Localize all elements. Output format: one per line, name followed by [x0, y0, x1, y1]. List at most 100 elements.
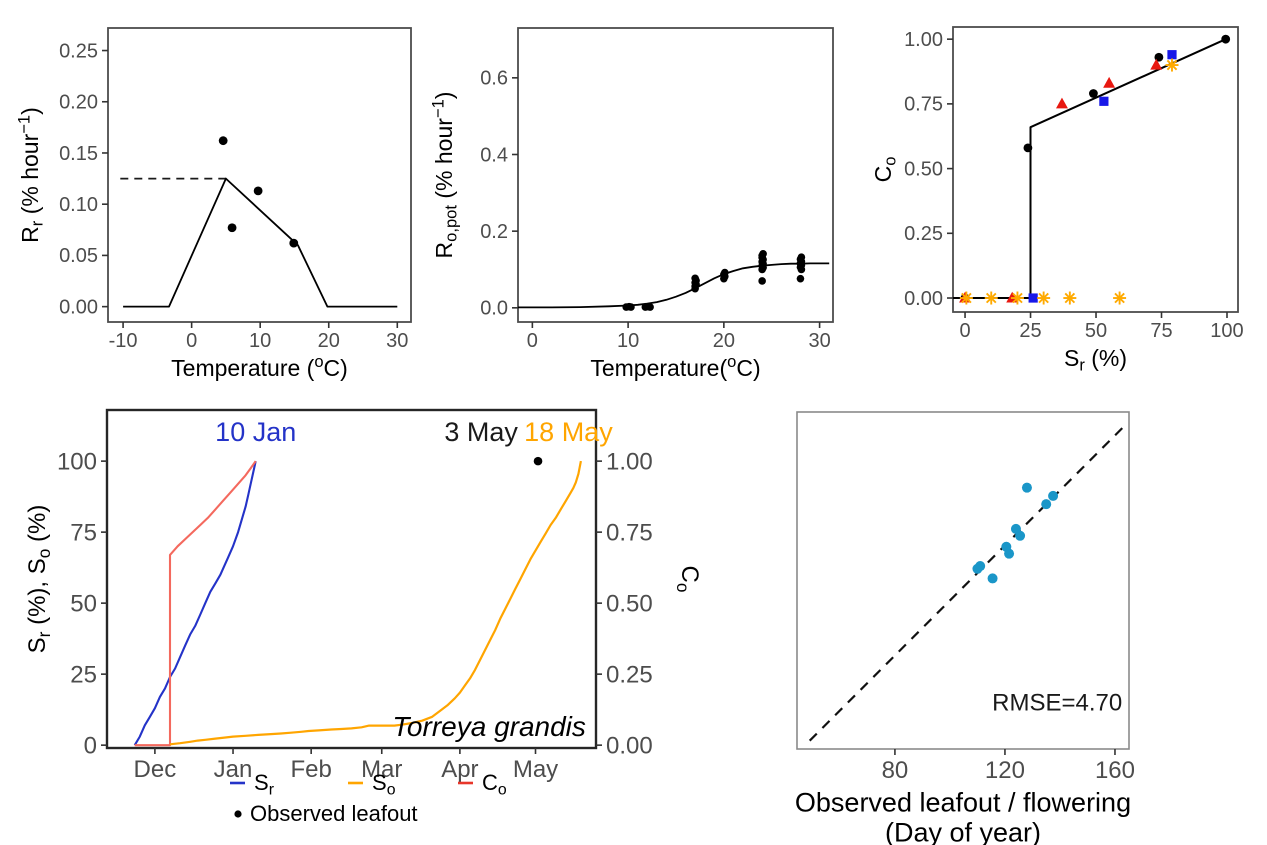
legend-item-sr-label: Sr: [254, 770, 275, 798]
x-tick-label: 0: [959, 320, 970, 342]
co-orange-asterisks: [1064, 292, 1076, 304]
ro-observed-points: [627, 303, 635, 311]
co-orange-asterisks: [1012, 292, 1023, 304]
y-tick-label: 0.25: [904, 223, 943, 245]
annotation-18-may: 18 May: [524, 417, 613, 447]
co-step-line: [953, 38, 1227, 299]
x-tick-label: 25: [1019, 320, 1041, 342]
plot-border: [517, 27, 834, 323]
model-points: [1021, 482, 1032, 493]
co-orange-asterisks: [1114, 292, 1125, 304]
y-tick-label: 75: [70, 519, 97, 546]
y-axis-title: Sr (%), So (%): [24, 505, 54, 654]
x-tick-label: 0: [186, 330, 197, 352]
y-tick-label: 0.00: [59, 296, 98, 318]
x-axis-title: Temperature (oC): [171, 352, 348, 381]
model-points: [972, 563, 983, 574]
rr-response-curve: [123, 177, 398, 308]
x-tick-label: 10: [617, 330, 639, 352]
y-tick-label: 0.6: [480, 68, 508, 90]
legend-item-so-label: So: [372, 770, 396, 798]
rr-observed-points: [218, 136, 228, 146]
annotation-3-may: 3 May: [444, 417, 518, 447]
co-black-dots: [1089, 89, 1098, 98]
co-blue-squares: [1099, 96, 1109, 106]
panel-panel-c: 0 25 50 75 100 0.00 0.25 0.50 0.75 1.00 Sr (%) Co: [870, 26, 1244, 375]
co-orange-asterisks: [985, 292, 997, 304]
x-tick-label: 10: [249, 330, 271, 352]
rr-observed-points: [227, 223, 237, 233]
y-axis-title: Ro,pot (% hour−1): [428, 92, 460, 259]
plot-border: [796, 411, 1130, 750]
model-points: [1015, 530, 1026, 541]
rr-observed-points: [289, 238, 299, 248]
y-tick-label: 0.50: [904, 158, 943, 180]
right-tick-label: 0.75: [606, 519, 653, 546]
plot-border: [105, 408, 598, 750]
model-points: [1004, 548, 1015, 559]
panel-panel-a: -10 0 10 20 30 0.00 0.05 0.10 0.15 0.20 0.25 Temper…: [14, 27, 412, 381]
y-tick-label: 0.4: [480, 144, 508, 166]
ro-observed-points: [646, 303, 654, 311]
right-tick-label: 0.50: [606, 590, 653, 617]
x-tick-label: Apr: [441, 756, 478, 783]
co-curve: [134, 460, 257, 747]
x-tick-label: 0: [527, 330, 538, 352]
identity-dashed-line: [808, 423, 1127, 742]
x-tick-label: 160: [1095, 757, 1135, 784]
co-black-dots: [1154, 52, 1164, 62]
model-points: [987, 573, 998, 584]
y-tick-label: 0.25: [59, 40, 98, 62]
legend-item-observed-leafout-swatch: [234, 810, 242, 818]
plot-border: [952, 26, 1239, 313]
x-tick-label: Feb: [290, 756, 331, 783]
co-orange-asterisks: [1038, 292, 1049, 304]
y-axis-title: Co: [870, 157, 900, 183]
right-tick-label: 0.00: [606, 732, 653, 759]
ro-observed-points: [797, 253, 806, 262]
y-tick-label: 0.75: [904, 94, 943, 116]
y-axis-title: Rr (% hour−1): [14, 107, 46, 243]
co-black-dots: [1221, 34, 1231, 44]
annotation-rmse: RMSE=4.70: [992, 689, 1122, 716]
x-axis-title: (Day of year): [885, 817, 1041, 845]
x-tick-label: 20: [713, 330, 735, 352]
y-tick-label: 1.00: [904, 29, 943, 51]
x-tick-label: Mar: [361, 756, 402, 783]
co-blue-squares: [1167, 50, 1177, 60]
panel-panel-e: 80 120 160 RMSE=4.70 Observed leafout / flow…: [795, 411, 1135, 845]
ro-observed-points: [691, 274, 699, 283]
co-orange-asterisks: [961, 292, 972, 304]
legend: Sr So Co Observed leafout: [230, 770, 507, 826]
x-axis-title: Sr (%): [1064, 345, 1127, 375]
x-tick-label: 75: [1150, 320, 1172, 342]
x-tick-label: -10: [109, 330, 138, 352]
co-red-triangles: [1150, 58, 1163, 70]
annotation-species-name: Torreya grandis: [392, 711, 586, 742]
y-tick-label: 0.10: [59, 194, 98, 216]
model-points: [1048, 490, 1059, 501]
ro-observed-points: [759, 249, 767, 258]
x-tick-label: 30: [808, 330, 830, 352]
y-tick-label: 0.20: [59, 92, 98, 114]
x-tick-label: 80: [882, 757, 909, 784]
y-tick-label: 50: [70, 590, 97, 617]
co-orange-asterisks: [1166, 59, 1178, 71]
x-tick-label: Jan: [214, 756, 253, 783]
ro-sigmoid-curve: [518, 262, 830, 309]
x-tick-label: May: [513, 756, 558, 783]
so-curve: [169, 460, 582, 746]
y-tick-label: 0.0: [480, 298, 508, 320]
co-red-triangles: [1103, 76, 1116, 88]
y-tick-label: 0.2: [480, 221, 508, 243]
panel-panel-b: 0 10 20 30 0.0 0.2 0.4 0.6 Temperature(oC) Ro,pot…: [428, 27, 834, 381]
observed-leafout-point: [533, 456, 543, 466]
y-tick-label: 0.15: [59, 143, 98, 165]
x-tick-label: 30: [386, 330, 408, 352]
y-tick-label: 100: [57, 448, 97, 475]
x-axis-title: Temperature(oC): [590, 352, 760, 381]
co-red-triangles: [1055, 97, 1068, 109]
x-tick-label: 50: [1085, 320, 1107, 342]
